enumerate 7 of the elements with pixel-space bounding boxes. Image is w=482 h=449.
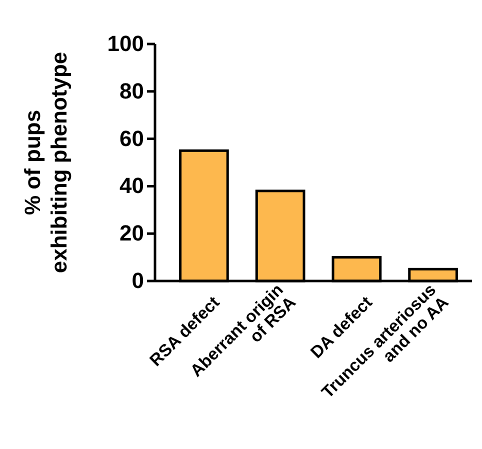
y-tick-label: 0	[132, 268, 144, 294]
y-tick-label: 80	[120, 78, 144, 104]
y-tick-label: 100	[107, 31, 144, 56]
y-tick-label: 60	[120, 126, 144, 151]
y-axis-title: % of pups exhibiting phenotype	[20, 52, 72, 274]
y-tick-label: 40	[120, 173, 144, 198]
y-tick-label: 20	[120, 220, 144, 246]
